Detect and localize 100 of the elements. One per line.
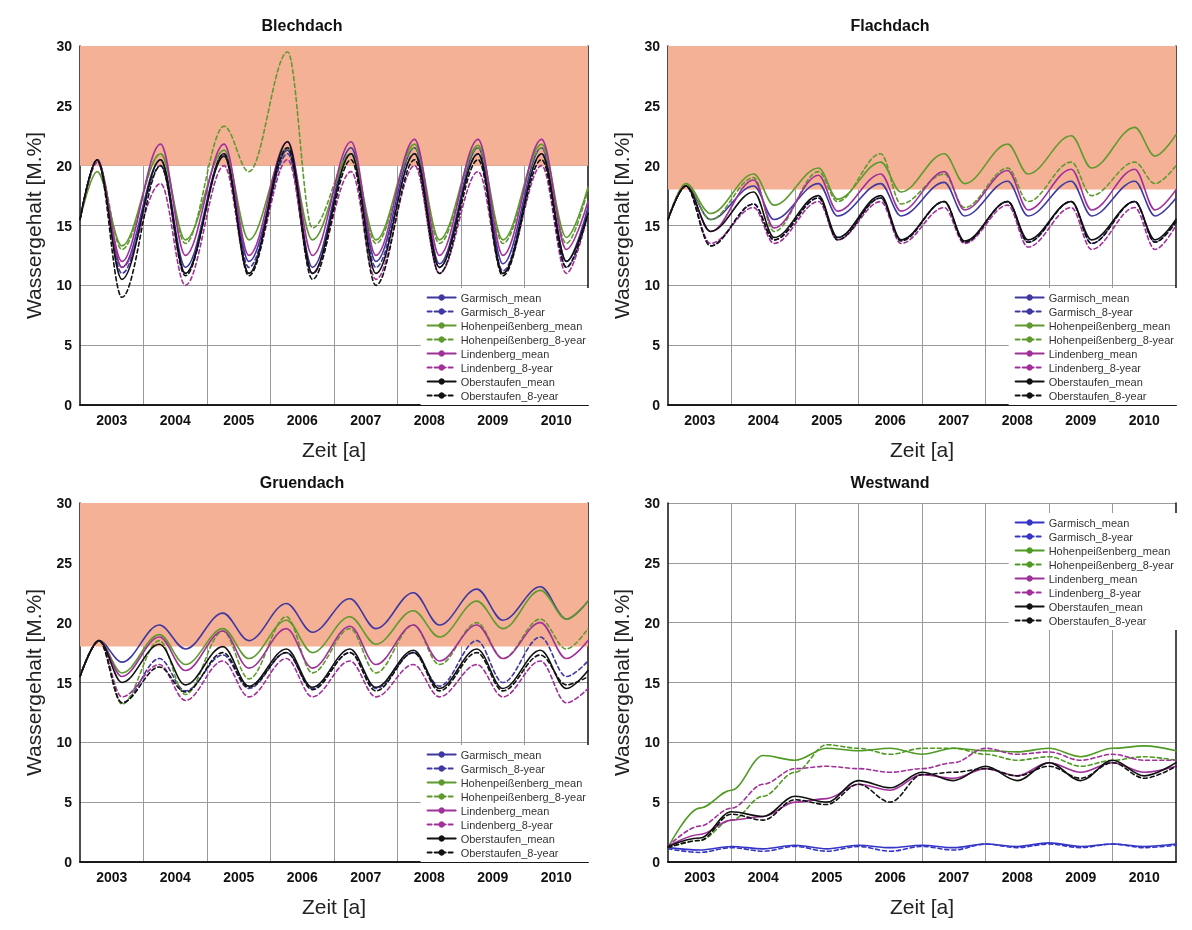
x-tick-label: 2007 xyxy=(938,412,970,428)
x-tick-label: 2010 xyxy=(540,412,573,428)
y-tick-label: 0 xyxy=(64,854,73,870)
legend-label: Hohenpeißenberg_mean xyxy=(1048,319,1171,332)
y-axis-title: Wassergehalt [M.%] xyxy=(22,131,45,320)
legend-label: Oberstaufen_mean xyxy=(1048,375,1143,388)
y-tick-label: 30 xyxy=(56,38,73,54)
y-tick-label: 15 xyxy=(644,674,661,691)
y-axis-title: Wassergehalt [M.%] xyxy=(610,131,633,320)
legend-label: Oberstaufen_mean xyxy=(1048,600,1143,613)
legend-label: Hohenpeißenberg_8-year xyxy=(1048,558,1175,571)
legend-label: Garmisch_8-year xyxy=(460,305,546,318)
legend-label: Oberstaufen_8-year xyxy=(1048,614,1147,627)
x-tick-label: 2010 xyxy=(540,869,573,885)
legend-label: Oberstaufen_8-year xyxy=(460,846,559,859)
legend-label: Garmisch_8-year xyxy=(1048,305,1134,318)
legend-label: Garmisch_mean xyxy=(460,291,542,304)
x-tick-label: 2007 xyxy=(350,412,382,428)
x-tick-label: 2004 xyxy=(159,412,192,428)
x-tick-label: 2006 xyxy=(286,412,319,428)
x-tick-label: 2004 xyxy=(159,869,192,885)
x-tick-label: 2003 xyxy=(684,412,716,428)
y-tick-label: 10 xyxy=(644,277,661,294)
x-tick-label: 2003 xyxy=(96,412,128,428)
legend-label: Lindenberg_8-year xyxy=(1048,361,1142,374)
x-tick-label: 2008 xyxy=(413,869,446,885)
legend-label: Hohenpeißenberg_8-year xyxy=(460,333,587,346)
x-tick-label: 2009 xyxy=(1065,412,1097,428)
x-tick-label: 2003 xyxy=(684,869,716,885)
legend-label: Garmisch_mean xyxy=(1048,516,1130,529)
x-axis-title: Zeit [a] xyxy=(301,895,367,918)
y-tick-label: 20 xyxy=(56,157,73,174)
legend-label: Oberstaufen_mean xyxy=(460,375,555,388)
y-tick-label: 25 xyxy=(644,554,661,571)
legend-label: Lindenberg_mean xyxy=(460,804,550,817)
chart-title: Westwand xyxy=(850,473,930,491)
x-tick-label: 2005 xyxy=(811,869,843,885)
chart-title: Gruendach xyxy=(259,473,345,491)
y-tick-label: 5 xyxy=(64,337,73,354)
y-tick-label: 5 xyxy=(652,794,661,811)
x-tick-label: 2005 xyxy=(223,869,255,885)
x-axis-title: Zeit [a] xyxy=(889,438,955,461)
x-tick-label: 2006 xyxy=(874,412,907,428)
y-tick-label: 25 xyxy=(56,554,73,571)
y-tick-label: 25 xyxy=(56,97,73,114)
x-tick-label: 2010 xyxy=(1128,869,1161,885)
x-tick-label: 2004 xyxy=(747,869,780,885)
x-tick-label: 2010 xyxy=(1128,412,1161,428)
y-tick-label: 30 xyxy=(56,495,73,511)
y-axis-title: Wassergehalt [M.%] xyxy=(22,588,45,777)
x-axis-title: Zeit [a] xyxy=(889,895,955,918)
legend-label: Hohenpeißenberg_mean xyxy=(1048,544,1171,557)
y-tick-label: 20 xyxy=(644,157,661,174)
y-tick-label: 0 xyxy=(64,397,73,413)
legend-label: Garmisch_mean xyxy=(460,748,542,761)
x-tick-label: 2005 xyxy=(223,412,255,428)
legend-label: Lindenberg_mean xyxy=(1048,347,1138,360)
x-tick-label: 2008 xyxy=(1001,869,1034,885)
legend-label: Oberstaufen_mean xyxy=(460,832,555,845)
y-tick-label: 0 xyxy=(652,854,661,870)
legend-label: Oberstaufen_8-year xyxy=(460,389,559,402)
legend-label: Lindenberg_mean xyxy=(460,347,550,360)
x-tick-label: 2005 xyxy=(811,412,843,428)
y-tick-label: 15 xyxy=(56,217,73,234)
x-tick-label: 2009 xyxy=(1065,869,1097,885)
y-tick-label: 0 xyxy=(652,397,661,413)
chart-title: Flachdach xyxy=(850,16,930,34)
legend-label: Garmisch_8-year xyxy=(460,762,546,775)
y-tick-label: 25 xyxy=(644,97,661,114)
x-tick-label: 2004 xyxy=(747,412,780,428)
y-tick-label: 20 xyxy=(644,614,661,631)
chart-title: Blechdach xyxy=(261,16,343,34)
y-tick-label: 30 xyxy=(644,495,661,511)
legend-label: Hohenpeißenberg_mean xyxy=(460,319,583,332)
x-tick-label: 2009 xyxy=(477,412,509,428)
x-tick-label: 2006 xyxy=(286,869,319,885)
x-axis-title: Zeit [a] xyxy=(301,438,367,461)
y-tick-label: 15 xyxy=(56,674,73,691)
legend-label: Lindenberg_8-year xyxy=(460,818,554,831)
legend-label: Oberstaufen_8-year xyxy=(1048,389,1147,402)
y-tick-label: 10 xyxy=(56,277,73,294)
x-tick-label: 2008 xyxy=(1001,412,1034,428)
legend-label: Lindenberg_8-year xyxy=(1048,586,1142,599)
x-tick-label: 2003 xyxy=(96,869,128,885)
y-tick-label: 5 xyxy=(64,794,73,811)
legend-label: Lindenberg_8-year xyxy=(460,361,554,374)
x-tick-label: 2007 xyxy=(938,869,970,885)
legend-label: Garmisch_8-year xyxy=(1048,530,1134,543)
y-tick-label: 10 xyxy=(56,734,73,751)
legend-label: Lindenberg_mean xyxy=(1048,572,1138,585)
y-tick-label: 30 xyxy=(644,38,661,54)
legend-label: Hohenpeißenberg_mean xyxy=(460,776,583,789)
legend-label: Garmisch_mean xyxy=(1048,291,1130,304)
x-tick-label: 2009 xyxy=(477,869,509,885)
y-tick-label: 5 xyxy=(652,337,661,354)
x-tick-label: 2006 xyxy=(874,869,907,885)
y-axis-title: Wassergehalt [M.%] xyxy=(610,588,633,777)
x-tick-label: 2007 xyxy=(350,869,382,885)
y-tick-label: 20 xyxy=(56,614,73,631)
legend-label: Hohenpeißenberg_8-year xyxy=(1048,333,1175,346)
